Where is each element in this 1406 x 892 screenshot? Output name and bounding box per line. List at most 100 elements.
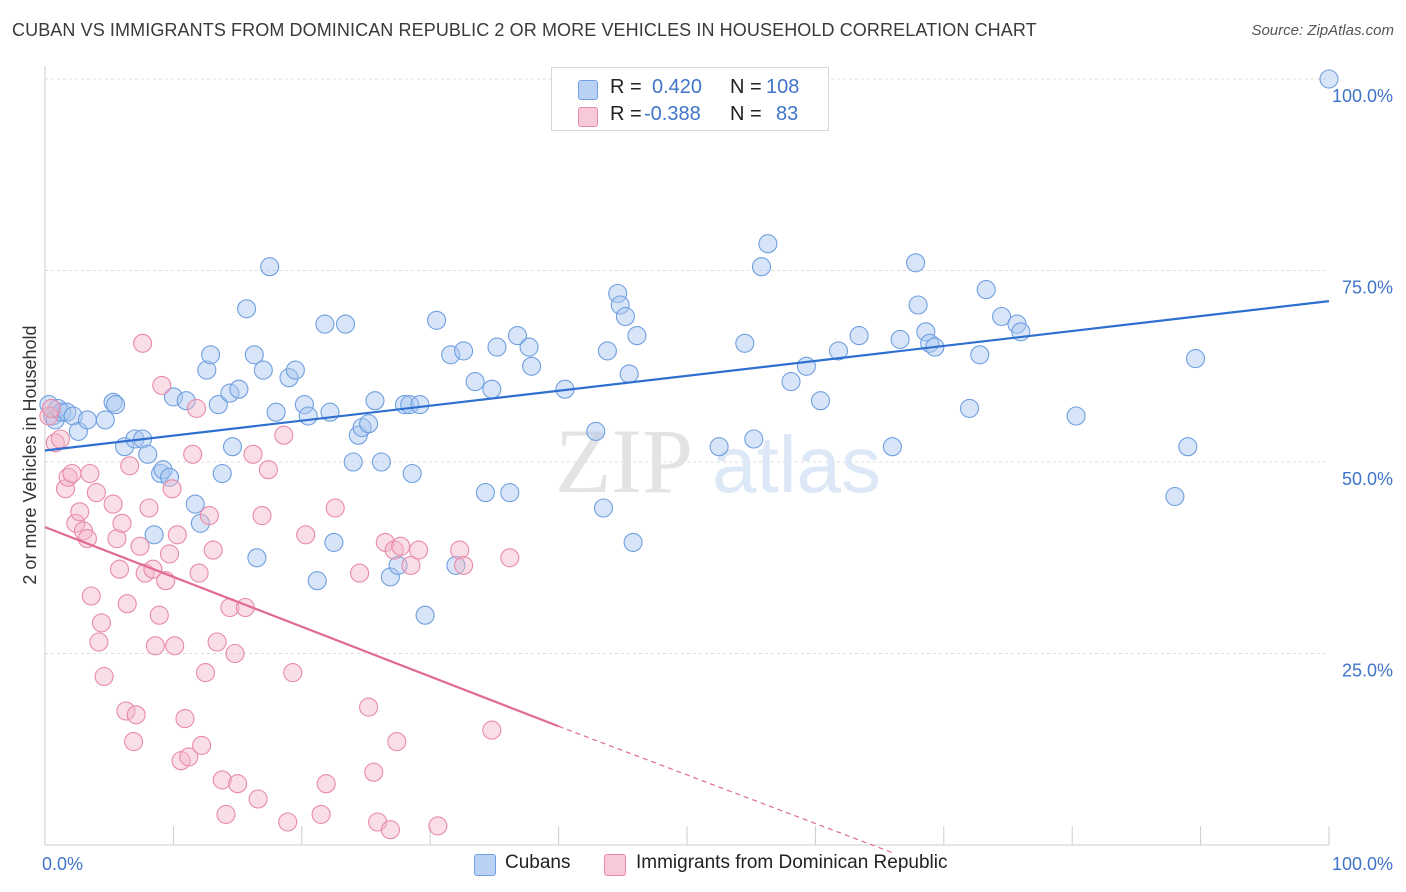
- point-dominican: [186, 398, 207, 418]
- point-dominican: [70, 502, 90, 522]
- legend-n-value: 83: [776, 103, 799, 125]
- legend-swatch-cubans: [578, 80, 598, 100]
- point-dominican: [450, 540, 470, 560]
- point-cubans: [307, 571, 327, 591]
- point-cubans: [285, 360, 305, 380]
- point-dominican: [159, 544, 180, 564]
- point-cubans: [266, 402, 286, 422]
- point-dominican: [311, 804, 331, 824]
- x-tick-labels: 0.0% 100.0%: [42, 854, 1393, 874]
- point-cubans: [1185, 349, 1206, 369]
- point-cubans: [441, 345, 461, 365]
- point-cubans: [916, 322, 936, 342]
- point-dominican: [167, 525, 187, 545]
- point-dominican: [216, 804, 236, 824]
- point-cubans: [500, 483, 520, 503]
- point-dominican: [274, 425, 294, 445]
- bottom-legend-label-dominican: Immigrants from Dominican Republic: [636, 852, 948, 873]
- point-dominican: [130, 536, 150, 556]
- point-cubans: [454, 341, 474, 361]
- point-cubans: [138, 444, 158, 464]
- point-dominican: [454, 555, 474, 575]
- point-cubans: [197, 360, 217, 380]
- point-cubans: [244, 345, 264, 365]
- legend: R = 0.420 N = 108 R = -0.388 N = 83: [551, 67, 829, 131]
- point-dominican: [165, 636, 185, 656]
- point-dominican: [203, 540, 223, 560]
- point-dominican: [428, 816, 448, 836]
- point-dominican: [212, 770, 232, 790]
- y-tick-label: 50.0%: [1342, 469, 1393, 489]
- point-cubans: [343, 452, 363, 472]
- point-dominican: [126, 705, 146, 725]
- point-dominican: [58, 467, 78, 487]
- point-dominican: [107, 529, 127, 549]
- point-cubans: [335, 314, 356, 334]
- y-tick-label: 25.0%: [1342, 661, 1393, 681]
- point-cubans: [586, 421, 606, 441]
- point-dominican: [145, 636, 165, 656]
- point-dominican: [162, 479, 182, 499]
- point-dominican: [296, 525, 316, 545]
- point-cubans: [52, 402, 72, 422]
- point-dominican: [124, 732, 144, 752]
- legend-r-value: -0.388: [644, 103, 701, 125]
- point-cubans: [229, 379, 249, 399]
- point-dominican: [482, 720, 502, 740]
- point-dominican: [325, 498, 345, 518]
- point-dominican: [207, 632, 227, 652]
- point-cubans: [828, 341, 849, 361]
- point-cubans: [212, 463, 232, 484]
- point-dominican: [283, 663, 303, 683]
- y-tick-label: 100.0%: [1332, 86, 1393, 106]
- bottom-legend-swatch-cubans: [474, 854, 496, 876]
- legend-r-label: R =: [610, 76, 642, 98]
- point-cubans: [144, 525, 164, 545]
- axes: [44, 66, 1330, 846]
- point-cubans: [970, 345, 990, 365]
- point-cubans: [1066, 406, 1086, 426]
- y-tick-label: 75.0%: [1342, 278, 1393, 298]
- point-dominican: [50, 429, 70, 449]
- point-dominican: [228, 774, 248, 794]
- x-tick-label: 0.0%: [42, 854, 83, 874]
- point-dominican: [199, 506, 219, 526]
- point-dominican: [500, 548, 520, 568]
- point-cubans: [222, 437, 243, 457]
- point-dominican: [77, 529, 97, 549]
- point-dominican: [94, 666, 114, 687]
- point-cubans: [247, 548, 267, 568]
- point-dominican: [45, 433, 65, 453]
- point-cubans: [890, 329, 910, 349]
- point-dominican: [103, 494, 123, 514]
- point-cubans: [1165, 486, 1185, 507]
- point-cubans: [906, 253, 926, 273]
- point-dominican: [175, 709, 195, 729]
- point-cubans: [810, 391, 831, 411]
- point-dominican: [195, 663, 216, 683]
- point-cubans: [402, 463, 422, 484]
- point-cubans: [992, 306, 1012, 327]
- point-cubans: [324, 532, 344, 552]
- point-cubans: [597, 341, 617, 361]
- point-cubans: [95, 410, 115, 430]
- point-dominican: [401, 555, 421, 575]
- point-cubans: [359, 414, 379, 434]
- trend-lines: [44, 300, 1330, 854]
- point-cubans: [237, 299, 257, 319]
- watermark-atlas: atlas: [712, 420, 881, 509]
- point-cubans: [849, 326, 869, 346]
- chart-source: Source: ZipAtlas.com: [1251, 22, 1394, 39]
- y-axis-label: 2 or more Vehicles in Household: [20, 325, 40, 584]
- trend-line-dominican: [44, 526, 559, 728]
- trend-line-dominican-extension: [558, 725, 893, 854]
- point-cubans: [159, 467, 180, 487]
- point-cubans: [882, 437, 902, 457]
- point-cubans: [751, 257, 772, 277]
- point-cubans: [446, 555, 466, 575]
- trend-line-cubans: [44, 300, 1330, 452]
- point-dominican: [66, 513, 86, 533]
- point-dominican: [80, 463, 100, 484]
- point-dominican: [86, 483, 106, 503]
- point-dominican: [350, 563, 370, 583]
